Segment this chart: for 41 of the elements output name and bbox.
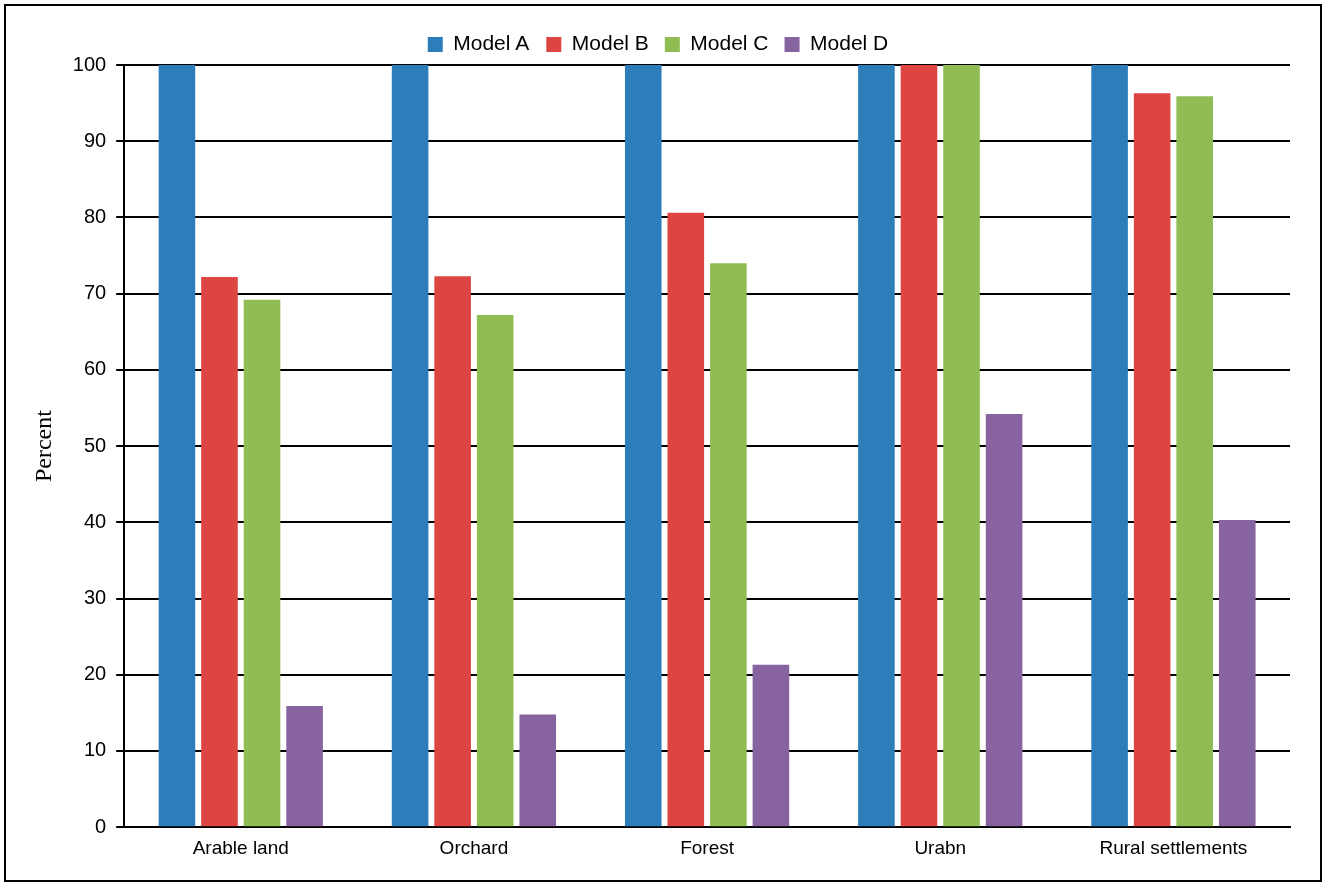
y-tick-label: 60 <box>83 357 107 380</box>
x-tick-label: Orchard <box>439 836 509 858</box>
bar <box>943 65 980 827</box>
x-tick-label: Forest <box>680 836 735 858</box>
y-tick-label: 10 <box>83 738 107 761</box>
bar <box>624 65 662 827</box>
bar <box>158 65 196 827</box>
y-tick-label: 0 <box>95 814 107 837</box>
legend-label: Model C <box>690 31 769 55</box>
y-tick-label: 50 <box>83 433 107 456</box>
bar <box>286 706 323 827</box>
bar <box>201 276 238 827</box>
x-tick-label: Rural settlements <box>1099 836 1248 858</box>
bar <box>858 65 895 827</box>
bar <box>1091 65 1128 827</box>
y-tick-label: 70 <box>83 281 107 304</box>
y-tick-label: 40 <box>83 509 107 532</box>
bar <box>985 414 1023 827</box>
legend-label: Model A <box>453 31 530 55</box>
bar <box>1133 93 1171 827</box>
legend-label: Model B <box>571 31 649 55</box>
x-tick-label: Arable land <box>192 836 289 858</box>
legend-label: Model D <box>810 31 889 55</box>
bar <box>1218 520 1256 827</box>
y-tick-label: 90 <box>83 128 107 151</box>
bar <box>476 315 514 827</box>
bar <box>519 714 557 827</box>
y-tick-label: 30 <box>83 586 107 609</box>
bar <box>391 65 429 827</box>
y-tick-label: 100 <box>72 52 107 75</box>
bar <box>710 263 747 827</box>
y-tick-label: 20 <box>83 662 107 685</box>
y-tick-label: 80 <box>83 204 107 227</box>
bar <box>434 276 471 827</box>
bar <box>667 212 705 827</box>
x-tick-label: Urabn <box>914 836 967 858</box>
bar <box>1176 96 1213 827</box>
bar <box>900 65 938 827</box>
bar <box>752 664 790 827</box>
y-axis-title: Percent <box>29 409 56 483</box>
bar <box>243 299 281 827</box>
